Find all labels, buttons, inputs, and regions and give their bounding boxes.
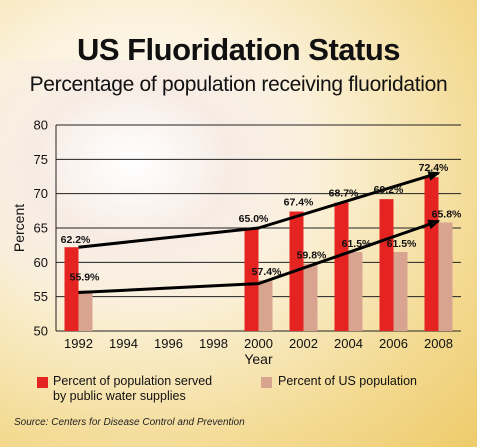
source-note: Source: Centers for Disease Control and … xyxy=(14,417,245,428)
y-tick-label: 60 xyxy=(34,255,48,270)
x-tick-label: 1992 xyxy=(64,336,93,351)
data-label-water-supplies: 69.2% xyxy=(374,184,404,196)
data-label-water-supplies: 67.4% xyxy=(284,197,314,209)
data-label-us-population: 55.9% xyxy=(70,271,100,283)
x-tick-label: 2000 xyxy=(244,336,273,351)
bar-water-supplies xyxy=(379,199,394,331)
data-label-us-population: 61.5% xyxy=(387,238,417,250)
bar-us-population xyxy=(303,263,318,331)
y-tick-label: 80 xyxy=(34,118,48,133)
trend-line xyxy=(78,219,439,295)
y-axis-title: Percent xyxy=(11,204,27,252)
chart-title: US Fluoridation Status xyxy=(76,32,401,67)
x-tick-label: 2006 xyxy=(379,336,408,351)
chart-subtitle: Percentage of population receiving fluor… xyxy=(29,73,448,96)
x-tick-label: 2004 xyxy=(334,336,363,351)
trend-arrowhead xyxy=(427,171,441,181)
data-label-water-supplies: 62.2% xyxy=(61,234,91,246)
bar-us-population xyxy=(393,252,408,331)
y-tick-label: 70 xyxy=(34,186,48,201)
data-label-water-supplies: 72.4% xyxy=(419,162,449,174)
y-tick-label: 55 xyxy=(34,289,48,304)
x-tick-label: 1998 xyxy=(199,336,228,351)
data-label-water-supplies: 68.7% xyxy=(329,188,359,200)
bar-water-supplies xyxy=(424,177,439,331)
data-label-water-supplies: 65.0% xyxy=(239,213,269,225)
data-label-us-population: 59.8% xyxy=(297,250,327,262)
bar-us-population xyxy=(78,290,93,331)
x-tick-label: 2008 xyxy=(424,336,453,351)
data-label-us-population: 65.8% xyxy=(432,209,462,221)
trend-arrowhead xyxy=(427,219,441,230)
data-label-us-population: 57.4% xyxy=(252,266,282,278)
x-axis-title: Year xyxy=(244,351,273,367)
bar-water-supplies xyxy=(244,228,259,331)
y-tick-label: 50 xyxy=(34,324,48,339)
y-tick-label: 65 xyxy=(34,221,48,236)
x-tick-label: 2002 xyxy=(289,336,318,351)
y-tick-label: 75 xyxy=(34,152,48,167)
trend-line xyxy=(78,171,439,249)
bar-water-supplies xyxy=(334,202,349,331)
bar-us-population xyxy=(348,252,363,331)
bar-water-supplies xyxy=(64,247,79,331)
x-tick-label: 1996 xyxy=(154,336,183,351)
bar-us-population xyxy=(438,222,453,331)
bar-us-population xyxy=(258,280,273,331)
x-tick-label: 1994 xyxy=(109,336,138,351)
data-label-us-population: 61.5% xyxy=(342,238,372,250)
